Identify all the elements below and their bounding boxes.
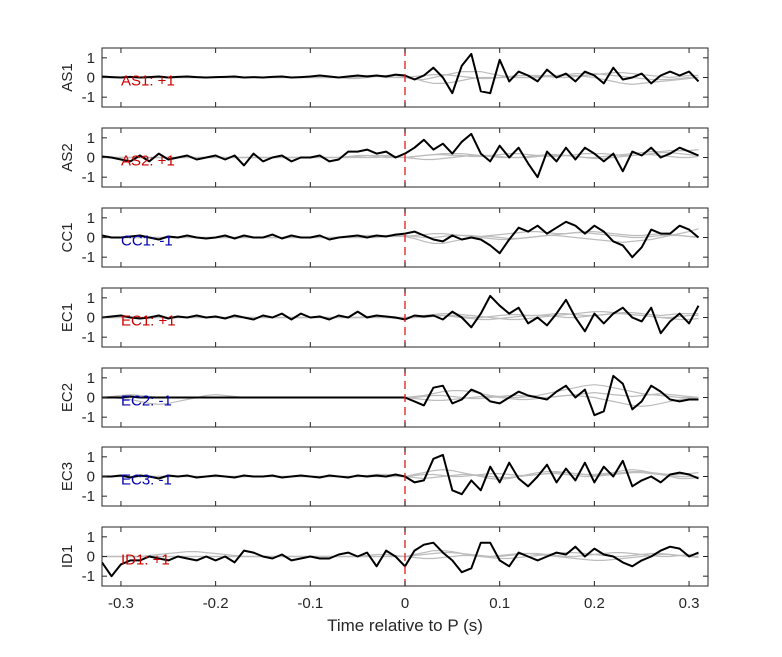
y-tick-label-ec1-1: 0	[87, 310, 95, 327]
y-tick-label-ec3-1: 0	[87, 469, 95, 486]
y-tick-label-ec2-0: -1	[82, 409, 95, 426]
panel-ec1: -1 0 1 EC1 EC1: +1	[59, 287, 709, 348]
polarity-label-ec2: EC2: -1	[121, 393, 172, 410]
panel-traces-ec3	[102, 453, 699, 496]
panel-traces-cc1	[102, 220, 700, 259]
y-tick-label-as1-2: 1	[87, 50, 95, 67]
panel-id1: -1 0 1 ID1 ID1: +1	[59, 526, 709, 587]
station-label-cc1: CC1	[59, 222, 76, 252]
waveform-trace-ec1	[102, 294, 700, 335]
y-tick-label-ec1-0: -1	[82, 329, 95, 346]
y-tick-label-cc1-1: 0	[87, 230, 95, 247]
x-tick-label-3: 0	[401, 595, 409, 612]
y-tick-label-ec3-0: -1	[82, 488, 95, 505]
x-axis: -0.3 -0.2 -0.1 0 0.1 0.2 0.3	[108, 595, 699, 612]
x-tick-label-2: -0.1	[297, 595, 323, 612]
panel-ec3: -1 0 1 EC3 EC3: -1	[59, 446, 709, 507]
y-tick-label-cc1-0: -1	[82, 249, 95, 266]
y-tick-label-as2-0: -1	[82, 169, 95, 186]
y-tick-label-as1-1: 0	[87, 70, 95, 87]
y-tick-label-cc1-2: 1	[87, 210, 95, 227]
panel-cc1: -1 0 1 CC1 CC1: -1	[59, 207, 709, 268]
waveform-trace-id1	[102, 541, 699, 578]
x-tick-label-1: -0.2	[203, 595, 229, 612]
panels-group: -1 0 1 AS1 AS1: +1 -1 0 1 AS2 AS2: +1 -1 0 1 CC1 CC1: …	[59, 47, 709, 587]
x-tick-label-5: 0.2	[584, 595, 605, 612]
panel-traces-ec1	[102, 294, 700, 335]
polarity-label-id1: ID1: +1	[121, 552, 170, 569]
station-label-ec1: EC1	[59, 303, 76, 332]
station-label-as1: AS1	[59, 63, 76, 91]
y-tick-label-id1-1: 0	[87, 549, 95, 566]
background-trace-id1-3	[102, 551, 699, 558]
panel-ec2: -1 0 1 EC2 EC2: -1	[59, 367, 709, 428]
polarity-label-ec1: EC1: +1	[121, 313, 176, 330]
polarity-label-as1: AS1: +1	[121, 73, 175, 90]
panel-traces-id1	[102, 541, 699, 578]
y-tick-label-id1-0: -1	[82, 568, 95, 585]
y-tick-label-ec3-2: 1	[87, 449, 95, 466]
x-tick-label-6: 0.3	[679, 595, 700, 612]
y-tick-label-ec1-2: 1	[87, 290, 95, 307]
y-tick-label-as1-0: -1	[82, 89, 95, 106]
waveform-trace-ec3	[102, 453, 699, 496]
polarity-label-ec3: EC3: -1	[121, 472, 172, 489]
station-label-ec3: EC3	[59, 462, 76, 491]
station-label-id1: ID1	[59, 545, 76, 568]
waveform-trace-as1	[102, 52, 700, 95]
y-tick-label-as2-1: 0	[87, 150, 95, 167]
station-label-as2: AS2	[59, 143, 76, 171]
polarity-label-cc1: CC1: -1	[121, 233, 173, 250]
x-tick-label-4: 0.1	[489, 595, 510, 612]
x-axis-label: Time relative to P (s)	[327, 616, 483, 635]
y-tick-label-ec2-1: 0	[87, 390, 95, 407]
panel-traces-as1	[102, 52, 700, 95]
panel-traces-as2	[102, 132, 699, 179]
panel-as2: -1 0 1 AS2 AS2: +1	[59, 127, 709, 188]
y-tick-label-as2-2: 1	[87, 130, 95, 147]
waveform-trace-cc1	[102, 220, 700, 259]
panel-traces-ec2	[102, 374, 699, 417]
waveform-trace-as2	[102, 132, 699, 179]
station-label-ec2: EC2	[59, 383, 76, 412]
waveform-trace-ec2	[102, 374, 699, 417]
x-tick-label-0: -0.3	[108, 595, 134, 612]
polarity-label-as2: AS2: +1	[121, 153, 175, 170]
y-tick-label-id1-2: 1	[87, 529, 95, 546]
y-tick-label-ec2-2: 1	[87, 370, 95, 387]
panel-as1: -1 0 1 AS1 AS1: +1	[59, 47, 709, 108]
